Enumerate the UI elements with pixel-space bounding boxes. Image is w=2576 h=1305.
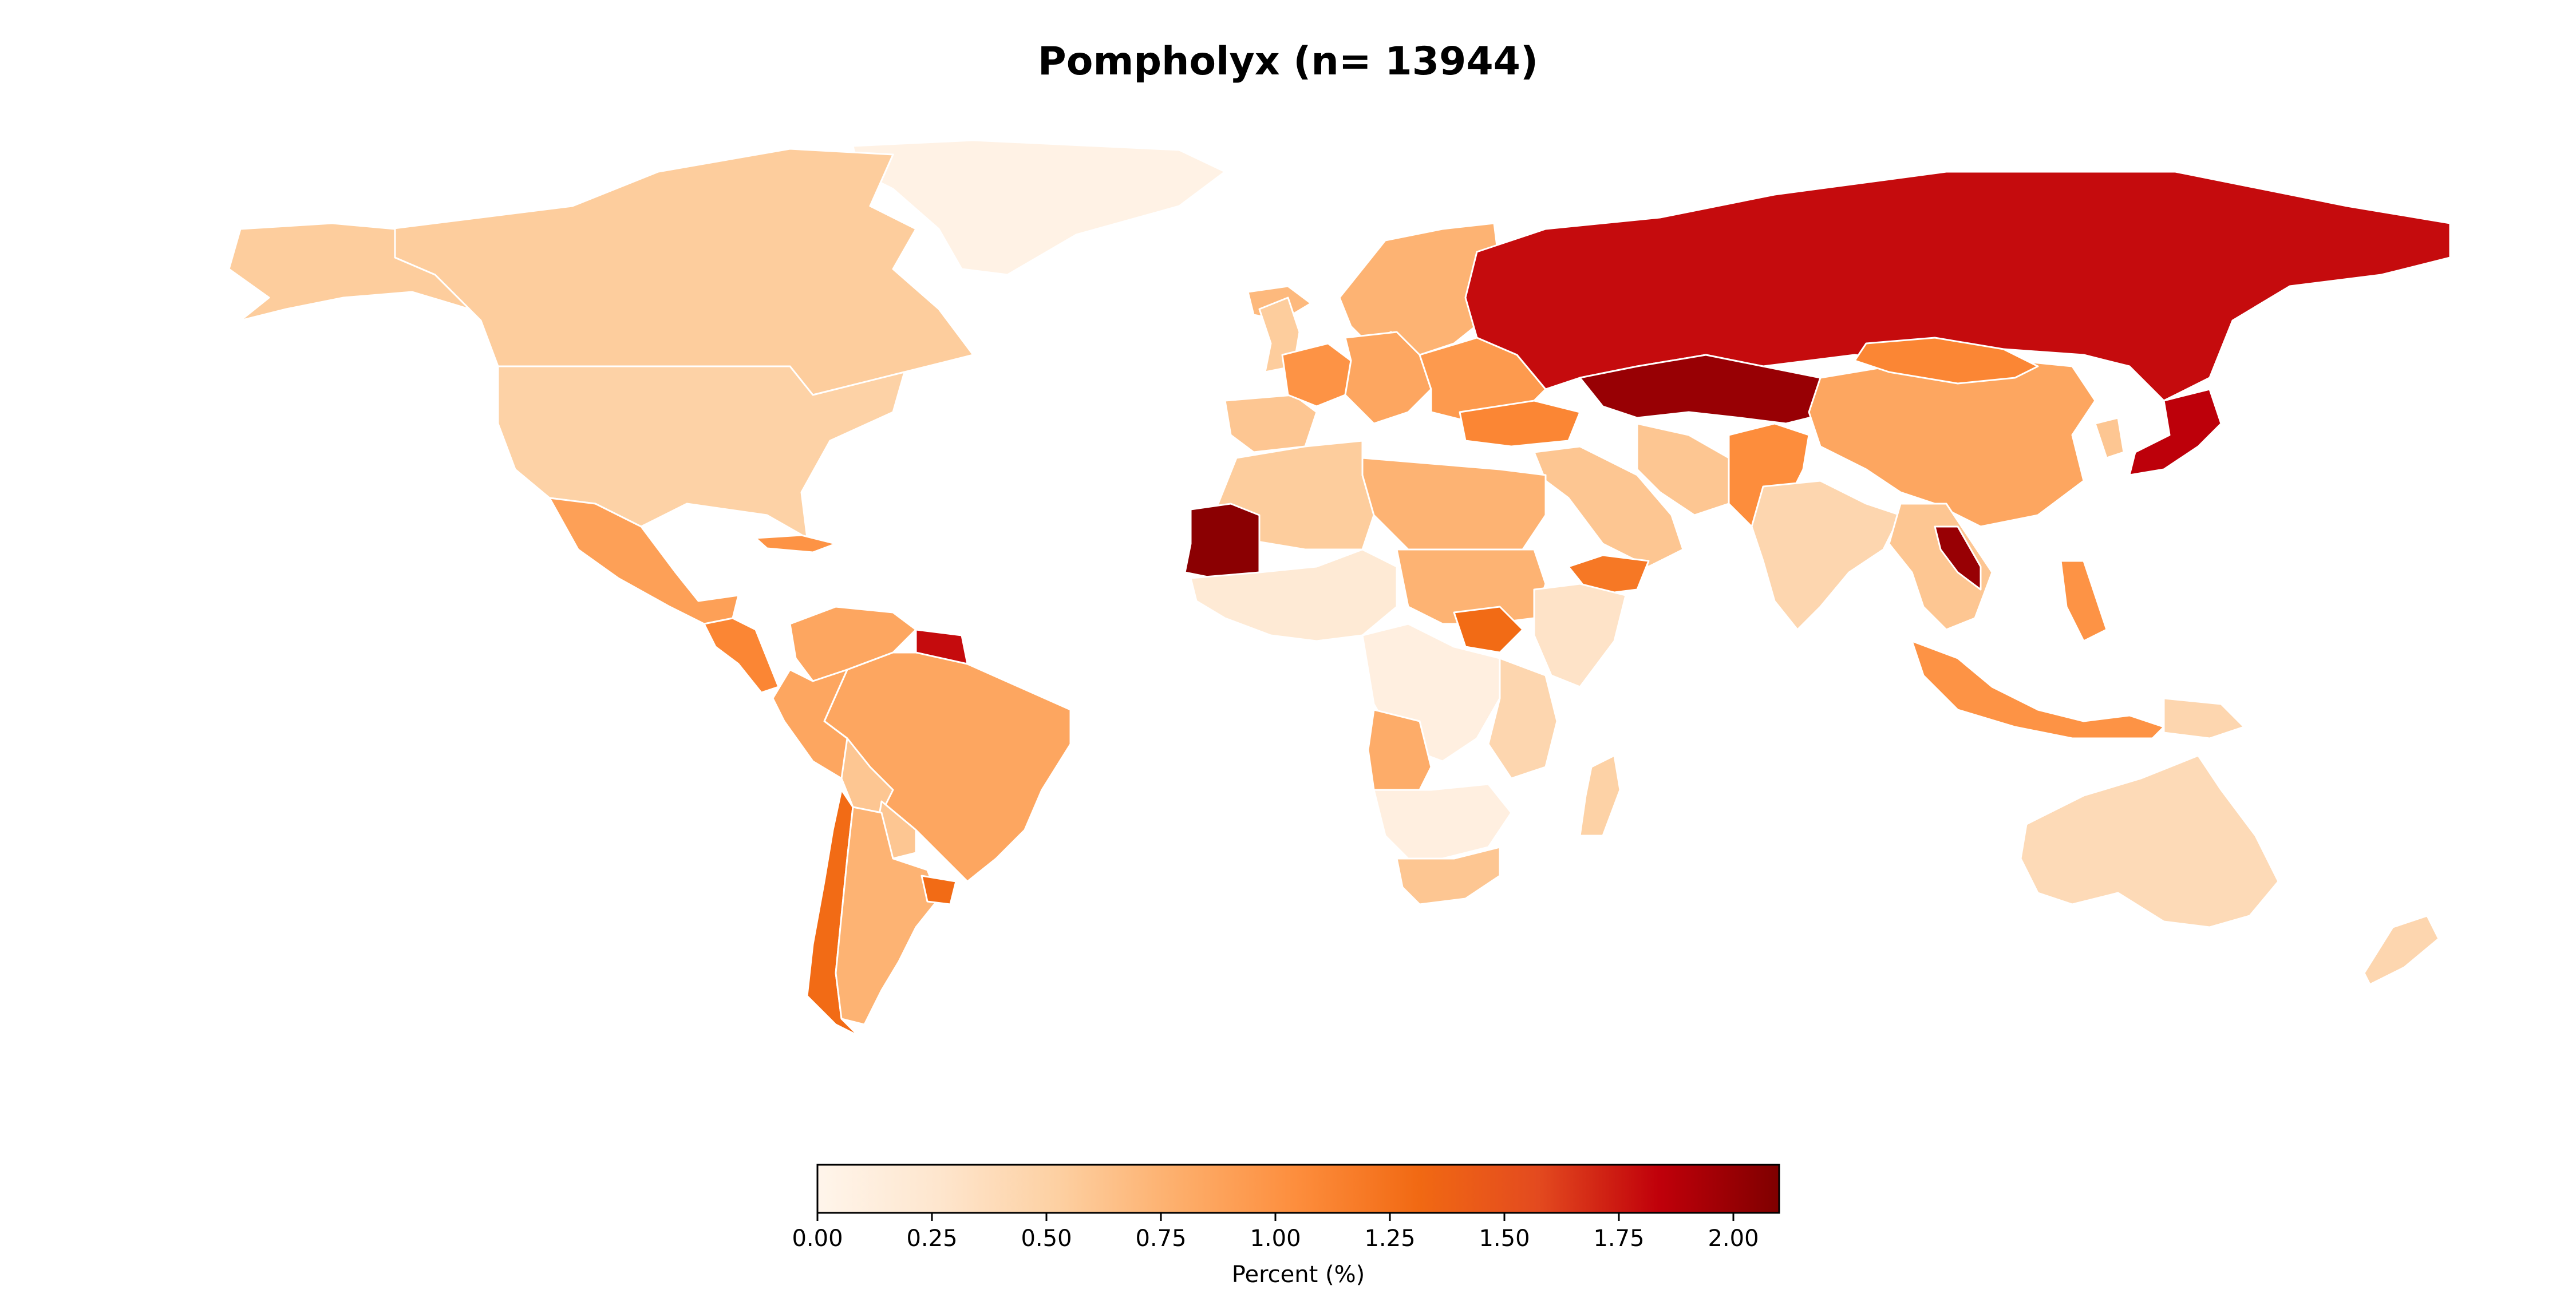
region-japan [2128,388,2222,476]
region-kazakhstan [1579,354,1833,425]
region-alaska-usa [228,222,471,322]
region-south-sudan [1453,606,1524,654]
colorbar-tick-label: 1.50 [1479,1225,1530,1252]
region-south-africa [1396,846,1501,905]
region-central-europe [1344,331,1432,425]
colorbar-tick-label: 1.25 [1364,1225,1415,1252]
region-madagascar [1579,754,1621,837]
colorbar-tick-label: 1.00 [1250,1225,1301,1252]
region-east-africa [1487,657,1558,780]
region-greenland [852,139,1226,276]
colorbar-gradient [816,1164,1780,1214]
region-korea [2094,417,2125,459]
region-new-zealand [2363,915,2440,986]
region-west-africa [1190,548,1398,642]
region-mexico [548,497,740,625]
colorbar-tick-label: 0.75 [1135,1225,1186,1252]
region-ethiopia-somalia [1533,583,1627,688]
region-argentina [835,806,940,1026]
colorbar-label: Percent (%) [1232,1261,1365,1288]
region-central-america [703,617,780,694]
region-uruguay [920,875,957,905]
colorbar-tick-label: 2.00 [1708,1225,1759,1252]
colorbar-tick-label: 0.00 [792,1225,843,1252]
region-australia [2020,754,2279,928]
region-southeast-asia [1888,503,1993,631]
colorbar-ticks: 0.00 0.25 0.50 0.75 1.00 1.25 1.50 1.75 2.00 [792,1213,1759,1252]
region-southern-africa [1373,783,1512,860]
region-caribbean [754,534,837,553]
region-india [1751,480,1902,631]
colorbar-tick-label: 0.50 [1021,1225,1072,1252]
region-turkey [1459,400,1581,448]
region-papua-new-guinea [2163,697,2245,739]
region-philippines [2060,560,2108,642]
colorbar-tick-label: 1.75 [1593,1225,1644,1252]
region-laos [1934,525,1982,591]
region-mongolia [1854,337,2039,385]
map-title: Pompholyx (n= 13944) [1037,39,1539,84]
region-canada [388,148,974,396]
region-middle-east [1533,445,1684,568]
region-iran [1636,422,1730,516]
region-russia [1464,171,2451,402]
map-regions [228,139,2451,1037]
colorbar-tick-label: 0.25 [906,1225,957,1252]
